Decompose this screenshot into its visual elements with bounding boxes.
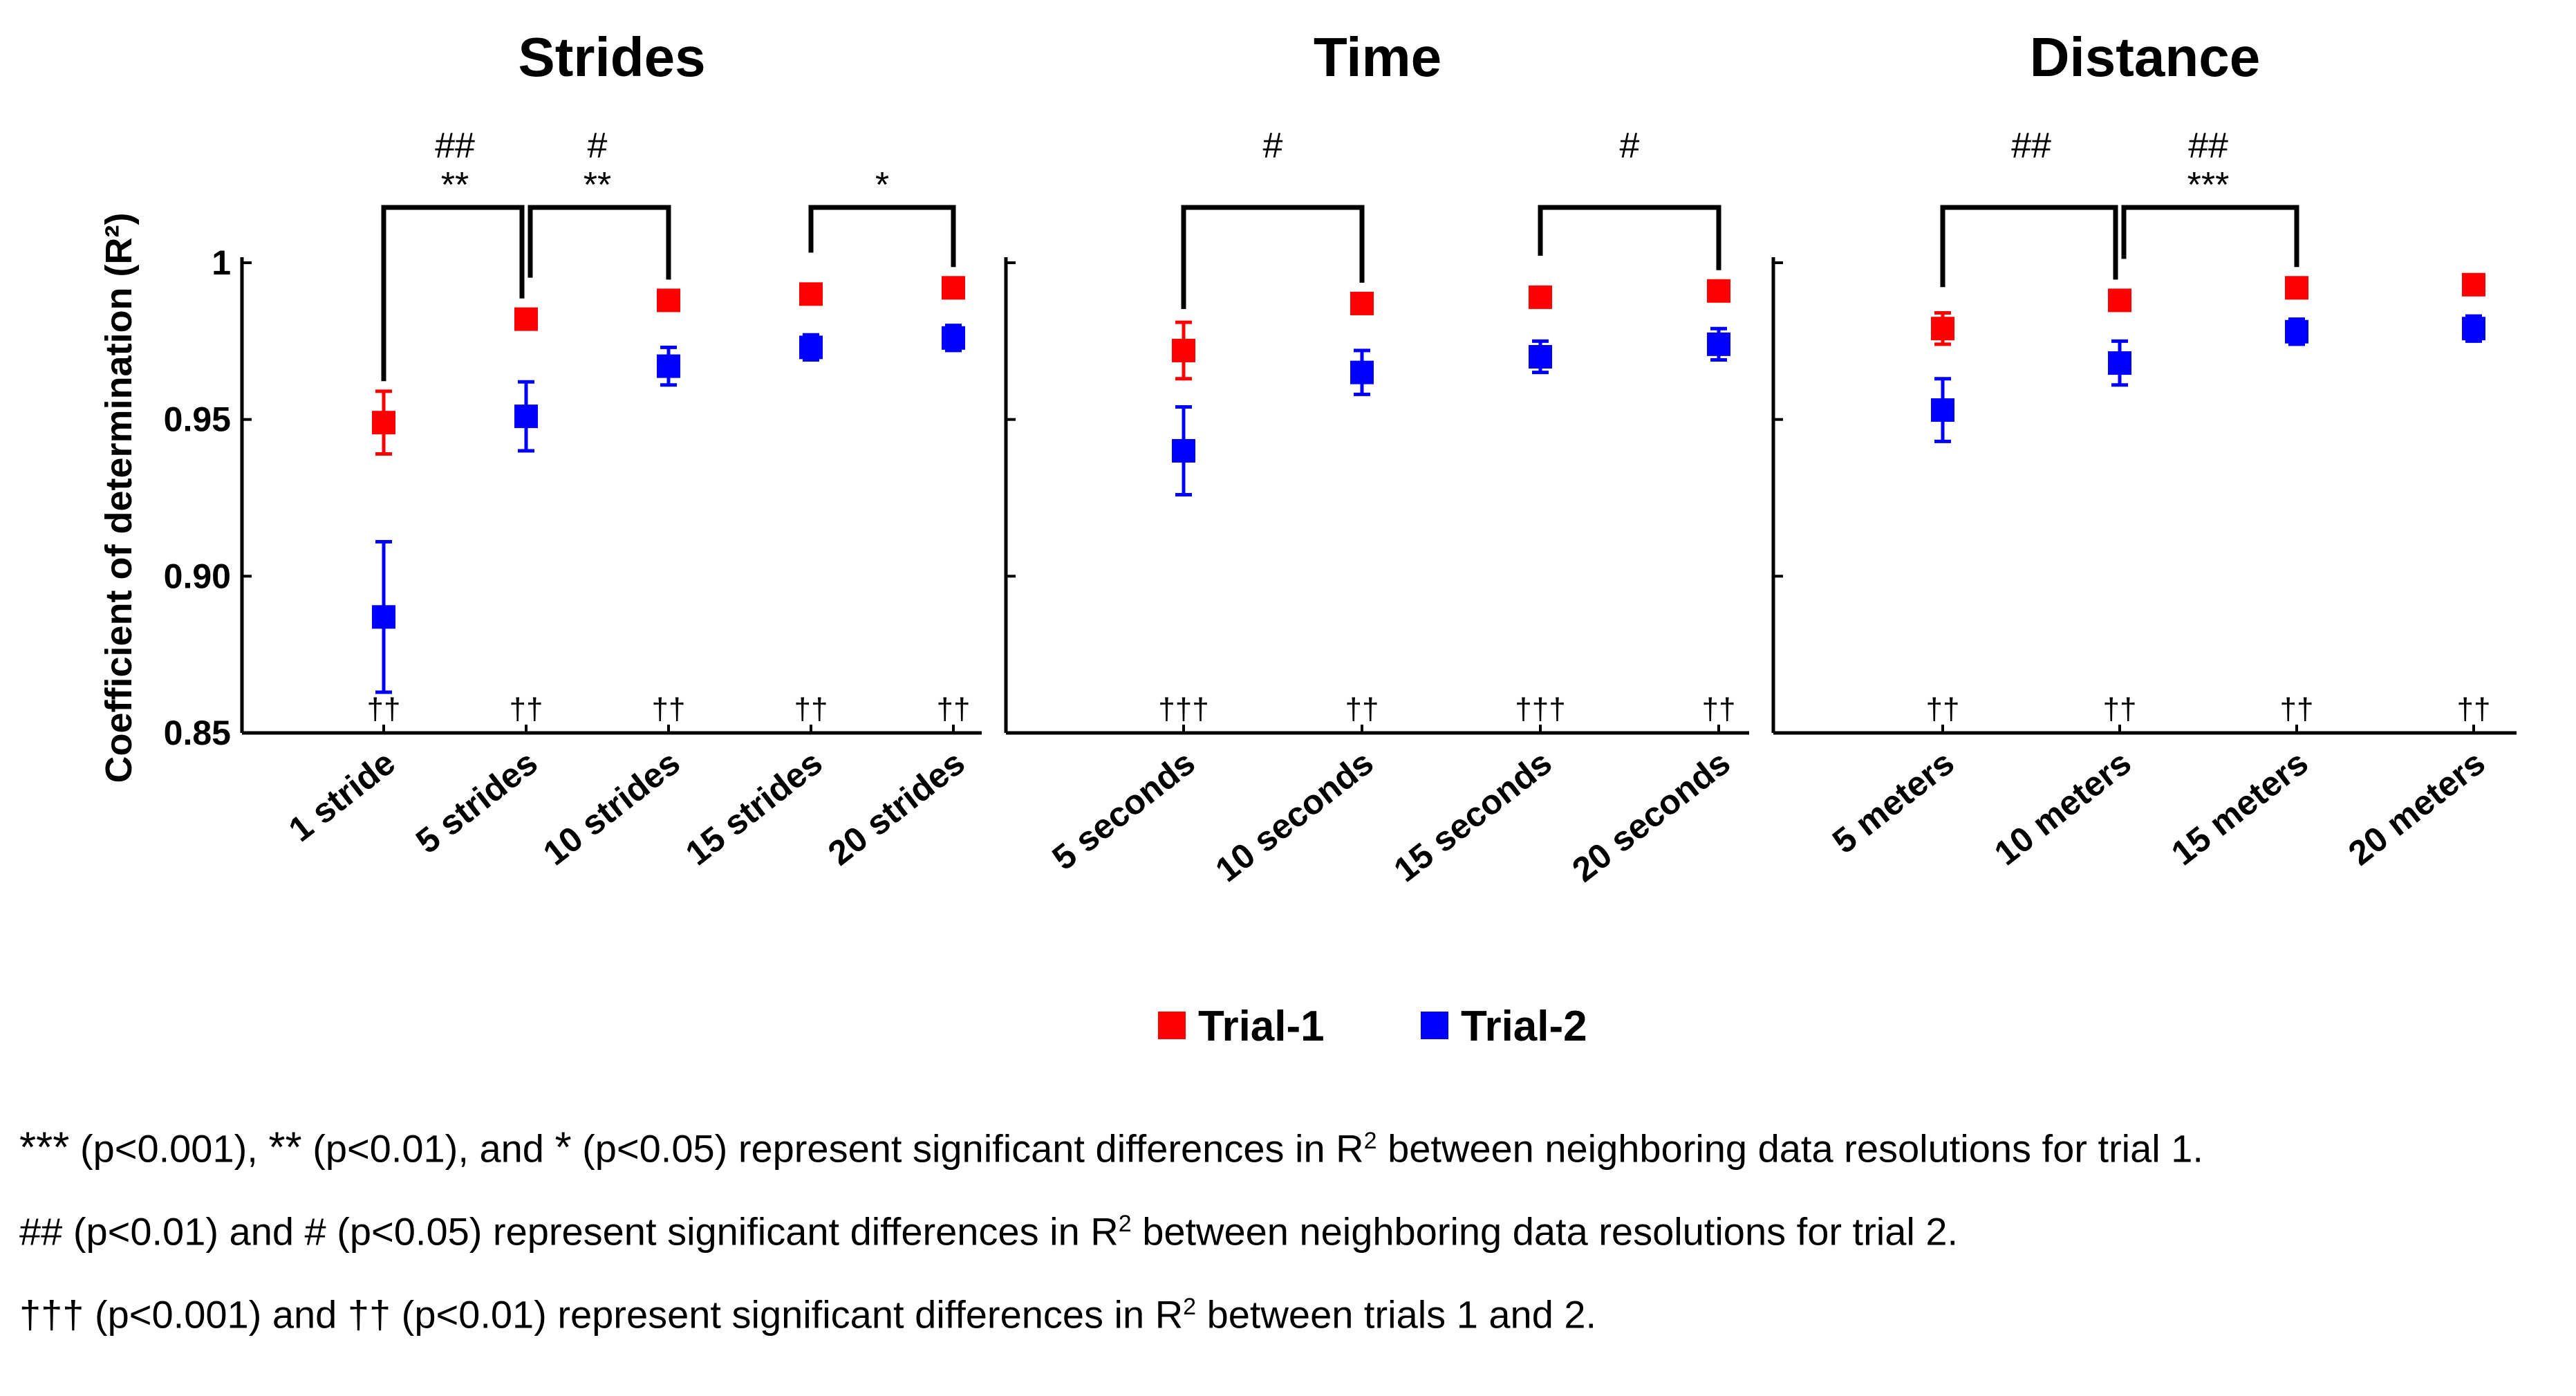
significance-bracket bbox=[381, 205, 525, 382]
data-point-trial-2 bbox=[2108, 351, 2131, 375]
x-tick-label: 20 seconds bbox=[1565, 743, 1737, 890]
data-point-trial-2 bbox=[514, 404, 538, 429]
legend-swatch-trial-2 bbox=[1421, 1012, 1448, 1039]
data-point-trial-1 bbox=[1172, 338, 1195, 362]
significance-bracket bbox=[1538, 205, 1721, 270]
trial-diff-mark: †† bbox=[510, 692, 543, 726]
sig-mark-trial2: ## bbox=[2188, 126, 2228, 166]
data-point-trial-1 bbox=[2285, 276, 2308, 300]
trial-diff-mark: †† bbox=[2103, 692, 2137, 726]
legend-label-trial-1: Trial-1 bbox=[1198, 1003, 1325, 1050]
y-axis-label: Coefficient of determination (R²) bbox=[98, 213, 140, 783]
data-point-trial-1 bbox=[657, 288, 680, 313]
x-tick-label: 10 seconds bbox=[1208, 743, 1381, 890]
trial-diff-mark: ††† bbox=[1158, 692, 1208, 726]
significance-bracket bbox=[808, 205, 956, 268]
x-tick-label: 15 meters bbox=[2164, 743, 2315, 873]
data-point-trial-2 bbox=[372, 605, 395, 629]
data-point-trial-2 bbox=[942, 326, 965, 350]
footnote-trial-diff: ††† (p<0.001) and †† (p<0.01) represent … bbox=[19, 1292, 1597, 1337]
data-point-trial-1 bbox=[372, 411, 395, 435]
data-point-trial-1 bbox=[1350, 291, 1374, 315]
sig-mark-trial2: # bbox=[588, 126, 608, 166]
trial-diff-mark: †† bbox=[794, 692, 828, 726]
x-tick-label: 5 seconds bbox=[1045, 743, 1202, 878]
x-tick-label: 20 strides bbox=[821, 743, 971, 873]
x-tick-label: 1 stride bbox=[281, 743, 402, 850]
data-point-trial-2 bbox=[1172, 439, 1195, 463]
data-point-trial-2 bbox=[2462, 317, 2485, 341]
footnote-trial1: *** (p<0.001), ** (p<0.01), and * (p<0.0… bbox=[19, 1124, 2203, 1172]
sig-mark-trial2: # bbox=[1263, 126, 1283, 166]
y-tick-label: 0.95 bbox=[164, 400, 231, 439]
data-point-trial-2 bbox=[799, 335, 823, 360]
sig-mark-trial1: * bbox=[875, 165, 889, 205]
x-tick-label: 5 meters bbox=[1825, 743, 1961, 862]
panel-title-2: Time bbox=[1314, 26, 1441, 88]
trial-diff-mark: †† bbox=[2280, 692, 2314, 726]
data-point-trial-1 bbox=[942, 276, 965, 300]
data-point-trial-1 bbox=[799, 282, 823, 306]
trial-diff-mark: †† bbox=[367, 692, 401, 726]
trial-diff-mark: †† bbox=[2457, 692, 2491, 726]
data-point-trial-2 bbox=[657, 354, 680, 378]
data-point-trial-2 bbox=[1931, 398, 1954, 422]
x-tick-label: 15 seconds bbox=[1387, 743, 1559, 890]
data-point-trial-2 bbox=[1350, 360, 1374, 384]
data-point-trial-2 bbox=[2285, 319, 2308, 344]
data-point-trial-1 bbox=[1529, 285, 1552, 309]
panel-title-3: Distance bbox=[2030, 26, 2260, 88]
footnotes: *** (p<0.001), ** (p<0.01), and * (p<0.0… bbox=[19, 1099, 2564, 1348]
data-point-trial-1 bbox=[1707, 279, 1730, 303]
chart-figure: Strides 0.85 0.90 0.95 1 Coefficient of deter… bbox=[98, 26, 2517, 1050]
data-point-trial-1 bbox=[2108, 288, 2131, 313]
trial-diff-mark: †† bbox=[1345, 692, 1379, 726]
x-tick-label: 10 strides bbox=[536, 743, 687, 873]
trial-diff-mark: †† bbox=[1926, 692, 1960, 726]
legend-label-trial-2: Trial-2 bbox=[1461, 1003, 1587, 1050]
significance-bracket bbox=[1181, 205, 1365, 309]
significance-bracket bbox=[2121, 205, 2299, 268]
significance-bracket bbox=[528, 205, 671, 280]
x-tick-label: 10 meters bbox=[1987, 743, 2138, 873]
x-tick-label: 15 strides bbox=[678, 743, 829, 873]
y-tick-label: 0.90 bbox=[164, 557, 231, 595]
significance-bracket bbox=[1940, 205, 2118, 288]
trial-diff-mark: ††† bbox=[1515, 692, 1565, 726]
x-tick-label: 20 meters bbox=[2341, 743, 2492, 873]
sig-mark-trial1: ** bbox=[584, 165, 611, 205]
sig-mark-trial2: # bbox=[1620, 126, 1640, 166]
legend-swatch-trial-1 bbox=[1158, 1012, 1186, 1039]
trial-diff-mark: †† bbox=[652, 692, 686, 726]
sig-mark-trial1: ** bbox=[441, 165, 469, 205]
data-point-trial-1 bbox=[2462, 272, 2485, 297]
data-point-trial-1 bbox=[1931, 317, 1954, 341]
footnote-trial2: ## (p<0.01) and # (p<0.05) represent sig… bbox=[19, 1209, 1959, 1254]
x-tick-label: 5 strides bbox=[409, 743, 545, 862]
trial-diff-mark: †† bbox=[937, 692, 971, 726]
trial-diff-mark: †† bbox=[1702, 692, 1736, 726]
panel-title-1: Strides bbox=[518, 26, 705, 88]
sig-mark-trial2: ## bbox=[435, 126, 475, 166]
data-point-trial-1 bbox=[514, 307, 538, 331]
data-point-trial-2 bbox=[1707, 332, 1730, 356]
y-tick-label: 0.85 bbox=[164, 714, 231, 752]
sig-mark-trial1: *** bbox=[2187, 165, 2230, 205]
data-point-trial-2 bbox=[1529, 345, 1552, 369]
y-tick-label: 1 bbox=[212, 243, 231, 282]
sig-mark-trial2: ## bbox=[2011, 126, 2051, 166]
